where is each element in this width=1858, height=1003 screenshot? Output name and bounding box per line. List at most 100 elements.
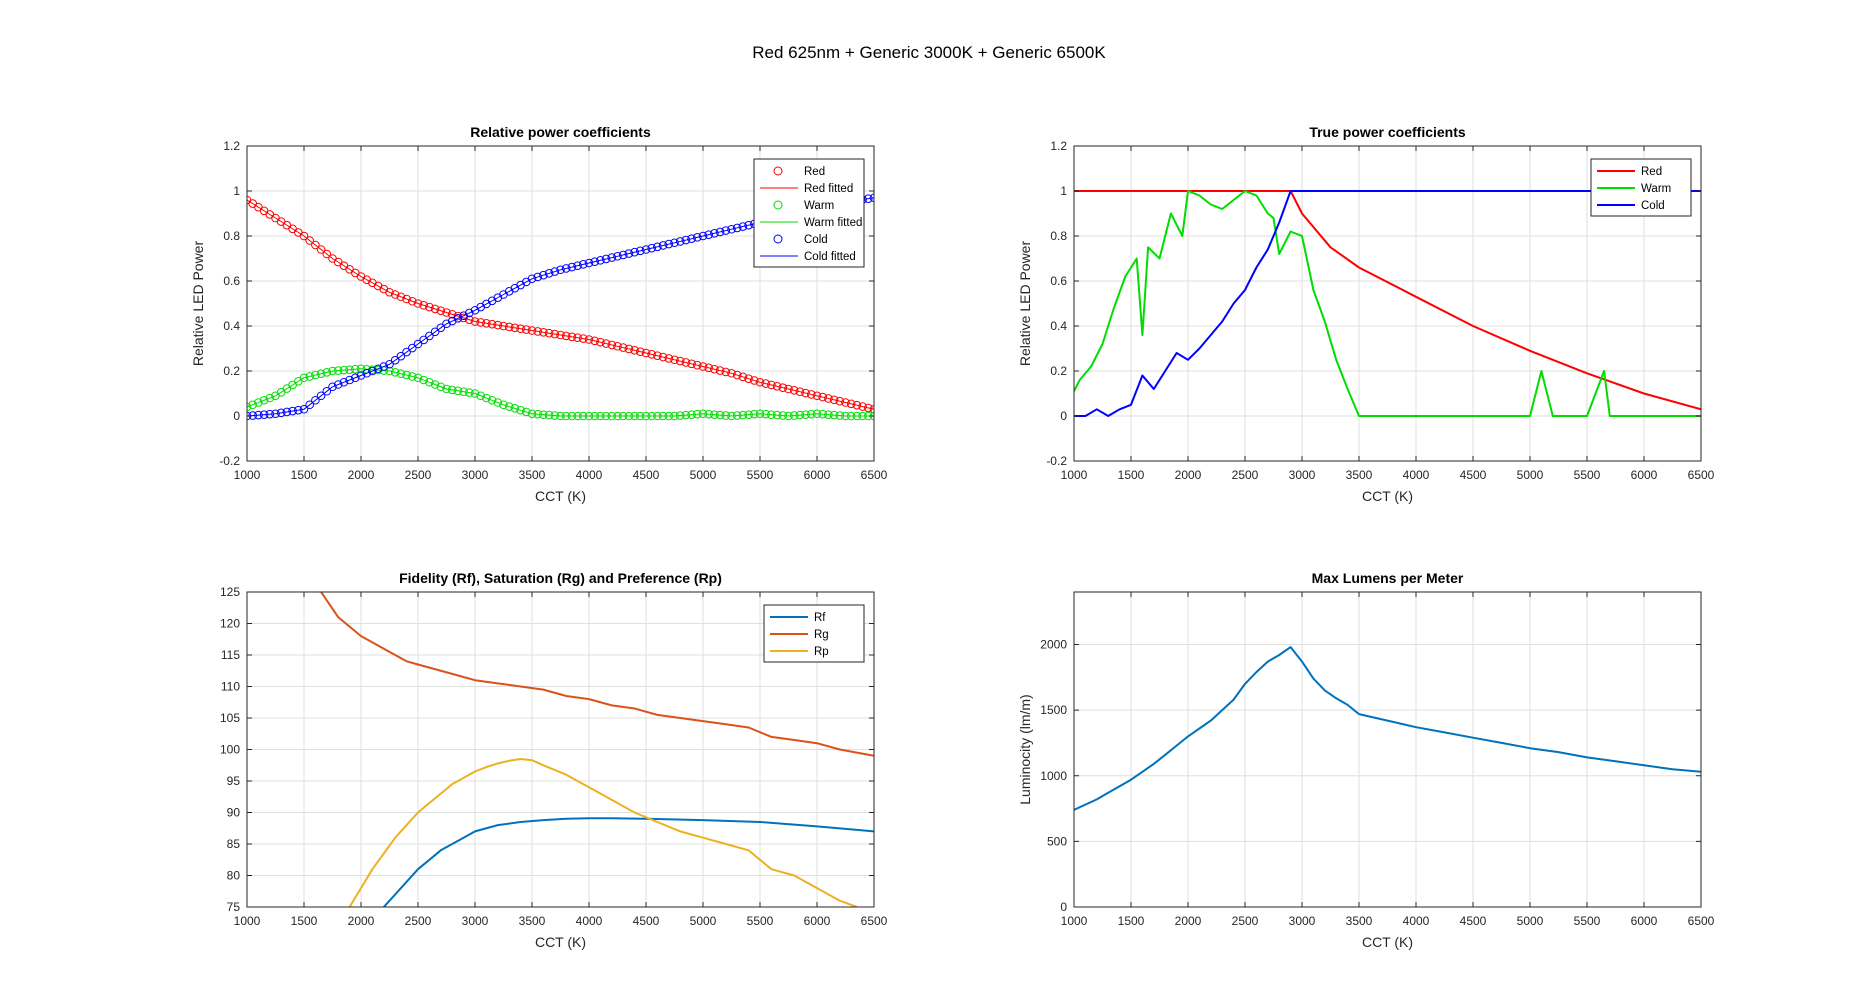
data-point (425, 377, 434, 387)
x-tick-label: 2500 (1232, 914, 1259, 928)
y-tick-label: 0.6 (223, 274, 240, 288)
data-point (487, 395, 497, 405)
y-tick-label: 85 (227, 837, 241, 851)
data-point (316, 391, 326, 401)
x-tick-label: 5500 (747, 914, 774, 928)
y-tick-label: 0 (233, 409, 240, 423)
data-point (276, 408, 286, 418)
data-point (487, 319, 497, 329)
data-point (419, 335, 429, 345)
data-point (247, 402, 252, 412)
data-point (590, 257, 600, 266)
data-point (869, 404, 874, 414)
data-point (579, 334, 588, 343)
data-point (675, 237, 685, 246)
legend-entry: Cold (1597, 200, 1665, 212)
data-point (693, 360, 702, 370)
data-point (601, 254, 611, 264)
data-point (647, 350, 657, 359)
legend-marker (773, 234, 783, 244)
subplot-title: Relative power coefficients (470, 124, 651, 140)
legend-marker (773, 166, 783, 176)
y-tick-label: 90 (227, 806, 241, 820)
y-tick-label: 125 (220, 585, 240, 599)
data-point (693, 233, 702, 242)
legend-entry: Cold (773, 234, 828, 246)
data-point (795, 387, 805, 397)
x-tick-label: 1000 (234, 468, 261, 482)
data-point (778, 383, 788, 392)
data-point (618, 250, 628, 260)
data-point (772, 382, 782, 391)
data-point (385, 359, 394, 369)
series-series-line (1074, 646, 1701, 811)
subplot-title: Max Lumens per Meter (1312, 570, 1464, 586)
data-point (613, 251, 622, 261)
figure-title: Red 625nm + Generic 3000K + Generic 6500… (752, 43, 1106, 62)
legend-marker (773, 200, 783, 210)
series-rp-line (348, 758, 858, 907)
plot-area (1074, 592, 1701, 907)
subplot-4: 1000 1500 2000 2500 3000 3500 4000 4500 5000 5500… (1017, 570, 1715, 950)
x-tick-label: 1000 (1061, 468, 1088, 482)
data-point (282, 407, 292, 417)
subplot-2: 1000 1500 2000 2500 3000 3500 4000 4500 5000 5500… (1017, 124, 1715, 504)
x-tick-label: 5500 (1574, 468, 1601, 482)
data-point (835, 396, 845, 406)
data-point (322, 386, 332, 396)
data-point (550, 267, 560, 276)
data-point (362, 368, 372, 378)
y-axis-label: Relative LED Power (190, 241, 206, 367)
data-point (459, 311, 468, 320)
data-point (727, 368, 736, 378)
data-point (328, 382, 337, 392)
x-tick-label: 4500 (633, 914, 660, 928)
data-layer (1074, 646, 1701, 811)
data-point (630, 247, 639, 257)
data-point (601, 339, 611, 348)
x-tick-label: 5000 (1517, 468, 1544, 482)
x-tick-label: 5000 (690, 914, 717, 928)
x-tick-label: 3000 (1289, 914, 1316, 928)
y-tick-label: 2000 (1040, 638, 1067, 652)
data-point (556, 330, 565, 340)
x-axis-label: CCT (K) (1362, 934, 1413, 950)
series-rg-line (320, 592, 874, 757)
subplot-3: 1000 1500 2000 2500 3000 3500 4000 4500 5000 5500… (220, 570, 888, 950)
data-point (829, 395, 839, 405)
data-point (755, 377, 765, 387)
data-point (846, 399, 856, 409)
data-point (311, 370, 320, 380)
x-tick-label: 6000 (1631, 468, 1658, 482)
x-tick-label: 3500 (519, 914, 546, 928)
data-point (653, 351, 662, 361)
data-point (453, 314, 463, 323)
data-point (373, 364, 383, 374)
data-point (436, 382, 446, 392)
x-tick-label: 1000 (234, 914, 261, 928)
data-point (658, 241, 668, 250)
y-tick-label: 75 (227, 900, 241, 914)
series-rf-line (383, 817, 874, 907)
data-point (544, 328, 554, 338)
data-point (590, 336, 600, 346)
data-point (658, 352, 668, 362)
x-tick-label: 2500 (405, 914, 432, 928)
data-point (413, 373, 423, 383)
data-point (675, 356, 685, 366)
series-red-fitted-line (247, 199, 874, 410)
data-point (425, 331, 434, 341)
y-tick-label: 1 (233, 184, 240, 198)
data-point (294, 405, 303, 415)
x-tick-label: 4500 (1460, 468, 1487, 482)
y-tick-label: 1.2 (223, 139, 240, 153)
data-point (504, 402, 514, 411)
x-tick-label: 2000 (348, 468, 375, 482)
data-point (727, 224, 736, 234)
data-point (698, 231, 708, 241)
y-tick-label: 110 (221, 680, 240, 694)
legend-label: Red (804, 166, 825, 178)
data-point (527, 274, 537, 284)
legend-entry: Red (1597, 166, 1662, 178)
legend-label: Rp (814, 646, 829, 658)
